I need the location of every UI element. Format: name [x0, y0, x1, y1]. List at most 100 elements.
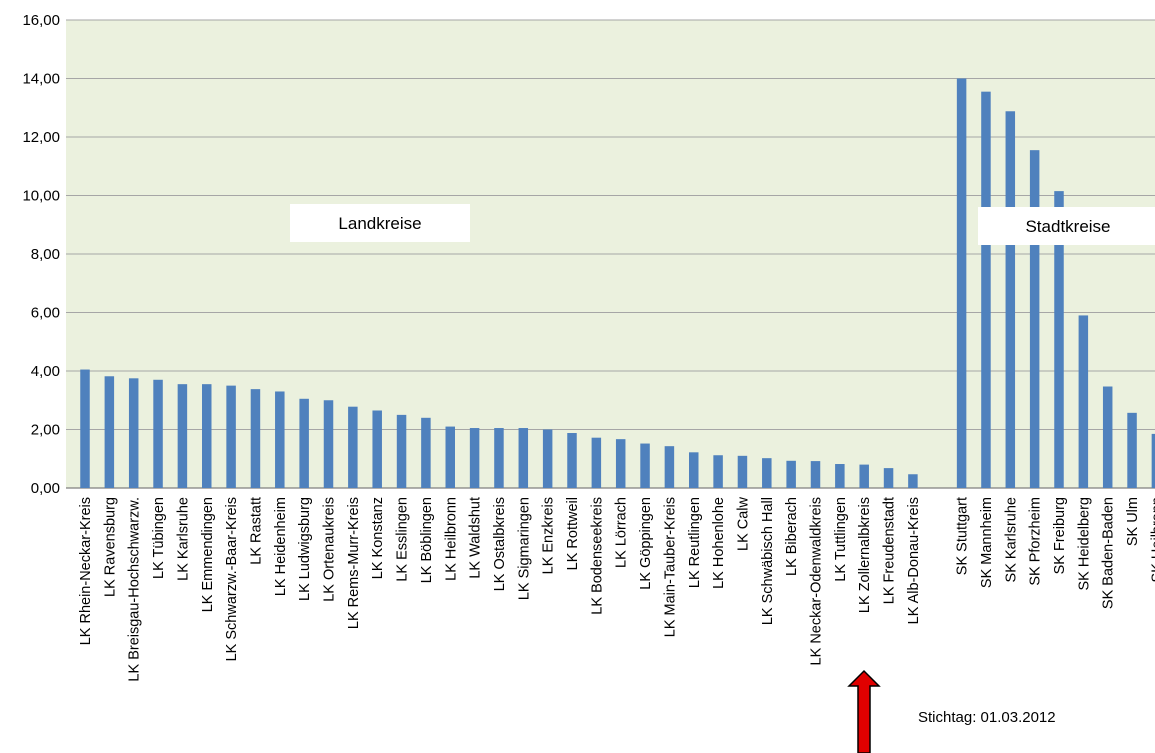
- x-category-label: LK Rastatt: [248, 497, 264, 565]
- bar: [640, 443, 650, 488]
- highlight-arrow: [847, 669, 881, 753]
- bar: [177, 384, 188, 488]
- bar: [908, 474, 918, 488]
- y-tick-label: 2,00: [31, 422, 60, 439]
- x-category-label: LK Freudenstadt: [882, 497, 898, 604]
- bar: [469, 428, 480, 488]
- x-category-label: LK Tuttlingen: [833, 497, 849, 582]
- x-category-label: LK Lörrach: [614, 497, 630, 568]
- x-category-label: LK Rottweil: [565, 497, 581, 570]
- x-category-label: LK Rems-Murr-Kreis: [346, 497, 362, 629]
- x-category-label: LK Tübingen: [151, 497, 167, 579]
- bar: [250, 389, 261, 488]
- bar: [542, 429, 553, 488]
- y-tick-label: 0,00: [31, 480, 60, 497]
- x-category-label: LK Rhein-Neckar-Kreis: [78, 497, 94, 645]
- bar: [835, 464, 845, 488]
- x-category-label: SK Ulm: [1125, 497, 1141, 546]
- bar: [956, 78, 967, 488]
- x-category-label: LK Göppingen: [638, 497, 654, 590]
- bar: [128, 378, 139, 488]
- red-arrow-icon: [847, 669, 881, 753]
- bar: [786, 460, 796, 488]
- x-category-label: SK Freiburg: [1052, 497, 1068, 574]
- bar: [275, 391, 285, 488]
- x-category-label: SK Karlsruhe: [1003, 497, 1019, 582]
- bar: [202, 384, 212, 488]
- x-category-label: LK Ludwigsburg: [297, 497, 313, 601]
- y-tick-label: 16,00: [22, 12, 60, 29]
- y-tick-label: 4,00: [31, 363, 60, 380]
- bar: [299, 398, 309, 488]
- x-category-label: LK Biberach: [784, 497, 800, 576]
- bar: [323, 400, 334, 488]
- x-category-label: SK Mannheim: [979, 497, 995, 588]
- y-tick-label: 14,00: [22, 71, 60, 88]
- x-category-label: LK Waldshut: [468, 497, 484, 579]
- bar: [1102, 386, 1113, 488]
- x-category-label: LK Esslingen: [395, 497, 411, 582]
- bar: [1029, 150, 1040, 488]
- bars: [80, 78, 1155, 489]
- bar: [226, 385, 236, 488]
- bar: [421, 417, 431, 488]
- bar: [615, 439, 626, 488]
- x-category-label: LK Calw: [735, 496, 751, 551]
- bar: [762, 458, 772, 488]
- x-category-label: LK Breisgau-Hochschwarzw.: [127, 497, 143, 682]
- x-category-label: LK Hohenlohe: [711, 497, 727, 589]
- x-category-label: LK Ostalbkreis: [492, 497, 508, 591]
- bar: [1151, 433, 1155, 488]
- x-category-label: SK Pforzheim: [1028, 497, 1044, 586]
- x-category-label: LK Konstanz: [370, 497, 386, 579]
- y-axis-tick-labels: 0,00 2,00 4,00 6,00 8,00 10,00 12,00 14,00 16,00: [22, 12, 60, 497]
- x-category-label: LK Schwäbisch Hall: [760, 497, 776, 625]
- x-category-label: LK Ravensburg: [102, 497, 118, 597]
- bar: [859, 464, 869, 488]
- bar: [348, 406, 358, 488]
- y-tick-label: 8,00: [31, 246, 60, 263]
- bar: [737, 455, 748, 488]
- bar: [1054, 191, 1064, 489]
- y-tick-label: 12,00: [22, 129, 60, 146]
- bar: [80, 369, 90, 488]
- x-category-label: LK Ortenaukreis: [322, 497, 338, 602]
- bar: [567, 433, 577, 488]
- bar: [664, 446, 675, 488]
- landkreise-label: Landkreise: [338, 214, 421, 233]
- x-category-label: SK Heilbronn: [1149, 497, 1155, 582]
- bar: [883, 468, 894, 488]
- x-category-label: SK Stuttgart: [955, 497, 971, 575]
- bar: [981, 91, 991, 488]
- bar: [591, 437, 602, 488]
- x-category-label: LK Schwarzw.-Baar-Kreis: [224, 497, 240, 661]
- x-category-label: LK Alb-Donau-Kreis: [906, 497, 922, 624]
- x-category-label: LK Heilbronn: [443, 497, 459, 581]
- bar: [396, 414, 407, 488]
- gridlines: [66, 19, 1155, 489]
- y-tick-label: 10,00: [22, 188, 60, 205]
- bar: [713, 455, 723, 488]
- bar: [104, 376, 115, 488]
- landkreise-label-box: [290, 204, 470, 242]
- x-category-label: LK Enzkreis: [541, 497, 557, 574]
- x-axis-category-labels: LK Rhein-Neckar-Kreis LK Ravensburg LK Bre…: [78, 496, 1155, 681]
- stichtag-label: Stichtag: 01.03.2012: [918, 709, 1056, 726]
- x-category-label: LK Main-Tauber-Kreis: [662, 497, 678, 637]
- landkreise-annotation: Landkreise: [290, 204, 470, 242]
- stadtkreise-label-box: [978, 207, 1155, 245]
- bar: [153, 379, 163, 488]
- bar: [518, 428, 529, 488]
- bar: [445, 426, 455, 488]
- bar: [1127, 412, 1137, 488]
- x-category-label: LK Emmendingen: [200, 497, 216, 612]
- bar: [689, 452, 699, 488]
- x-category-label: LK Böblingen: [419, 497, 435, 583]
- stadtkreise-annotation: Stadtkreise: [978, 207, 1155, 245]
- x-category-label: LK Reutlingen: [687, 497, 703, 588]
- x-category-label: SK Heidelberg: [1076, 497, 1092, 591]
- y-tick-label: 6,00: [31, 305, 60, 322]
- x-category-label: LK Bodenseekreis: [589, 497, 605, 615]
- bar: [1005, 111, 1016, 488]
